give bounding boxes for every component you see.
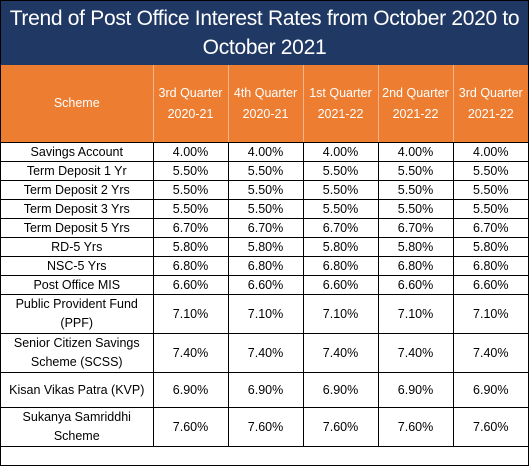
- rate-cell: 6.90%: [452, 372, 528, 408]
- rate-cell: 5.50%: [152, 161, 229, 181]
- rate-cell: 6.70%: [452, 218, 528, 238]
- rate-cell: 7.10%: [377, 294, 454, 334]
- rate-cell: 7.40%: [227, 333, 304, 373]
- rate-cell: 7.10%: [227, 294, 304, 334]
- rate-cell: 5.50%: [452, 199, 528, 219]
- rate-cell: 5.50%: [377, 199, 454, 219]
- rate-cell: 5.50%: [227, 161, 304, 181]
- rate-cell: 7.10%: [302, 294, 379, 334]
- table-row: Term Deposit 1 Yr 5.50% 5.50% 5.50% 5.50% 5.5…: [1, 161, 528, 181]
- scheme-name-cell: Term Deposit 2 Yrs: [1, 180, 154, 200]
- rate-cell: 6.60%: [227, 275, 304, 295]
- rate-cell: 6.80%: [227, 256, 304, 276]
- column-header-quarter: 3rd Quarter 2020-21: [153, 65, 229, 143]
- scheme-name-cell: RD-5 Yrs: [1, 237, 154, 257]
- column-header-quarter: 3rd Quarter 2021-22: [453, 65, 528, 143]
- column-header-quarter: 2nd Quarter 2021-22: [378, 65, 454, 143]
- table-row: Term Deposit 3 Yrs 5.50% 5.50% 5.50% 5.50% 5.…: [1, 199, 528, 219]
- rate-cell: 5.80%: [452, 237, 528, 257]
- scheme-name-cell: Sukanya Samriddhi Scheme: [1, 407, 154, 447]
- rate-cell: 5.50%: [377, 180, 454, 200]
- rate-cell: 4.00%: [302, 142, 379, 162]
- rate-cell: 4.00%: [227, 142, 304, 162]
- rate-cell: 5.50%: [227, 180, 304, 200]
- scheme-name-cell: Post Office MIS: [1, 275, 154, 295]
- rate-cell: 7.60%: [152, 407, 229, 447]
- rate-cell: 6.90%: [227, 372, 304, 408]
- rate-cell: 5.80%: [302, 237, 379, 257]
- rate-cell: 6.90%: [152, 372, 229, 408]
- rate-cell: 6.70%: [302, 218, 379, 238]
- rate-cell: 6.90%: [302, 372, 379, 408]
- scheme-name-cell: Kisan Vikas Patra (KVP): [1, 372, 154, 408]
- scheme-name-cell: NSC-5 Yrs: [1, 256, 154, 276]
- table-row: Post Office MIS 6.60% 6.60% 6.60% 6.60% 6.60%: [1, 275, 528, 295]
- rate-cell: 6.60%: [302, 275, 379, 295]
- rate-cell: 7.40%: [452, 333, 528, 373]
- rate-cell: 6.80%: [152, 256, 229, 276]
- rate-cell: 6.70%: [377, 218, 454, 238]
- table-row: NSC-5 Yrs 6.80% 6.80% 6.80% 6.80% 6.80%: [1, 256, 528, 276]
- rate-cell: 5.50%: [452, 180, 528, 200]
- rate-cell: 4.00%: [377, 142, 454, 162]
- rate-cell: 6.80%: [377, 256, 454, 276]
- scheme-name-cell: Term Deposit 5 Yrs: [1, 218, 154, 238]
- rate-cell: 6.80%: [302, 256, 379, 276]
- rate-cell: 4.00%: [452, 142, 528, 162]
- rate-cell: 7.40%: [152, 333, 229, 373]
- rate-cell: 5.50%: [452, 161, 528, 181]
- rate-cell: 7.60%: [377, 407, 454, 447]
- rate-cell: 6.70%: [227, 218, 304, 238]
- table-row: Public Provident Fund (PPF) 7.10% 7.10% 7.1…: [1, 294, 528, 334]
- rate-cell: 7.60%: [227, 407, 304, 447]
- rate-cell: 6.60%: [152, 275, 229, 295]
- rate-cell: 6.60%: [452, 275, 528, 295]
- column-header-quarter: 4th Quarter 2020-21: [228, 65, 304, 143]
- column-header-quarter: 1st Quarter 2021-22: [303, 65, 379, 143]
- rate-cell: 6.60%: [377, 275, 454, 295]
- rate-cell: 5.50%: [227, 199, 304, 219]
- table-row: Senior Citizen Savings Scheme (SCSS) 7.40…: [1, 333, 528, 373]
- rate-cell: 5.80%: [227, 237, 304, 257]
- rate-cell: 4.00%: [152, 142, 229, 162]
- table-row: RD-5 Yrs 5.80% 5.80% 5.80% 5.80% 5.80%: [1, 237, 528, 257]
- rate-cell: 6.70%: [152, 218, 229, 238]
- column-header-scheme: Scheme: [1, 65, 154, 143]
- table-row: Sukanya Samriddhi Scheme 7.60% 7.60% 7.60% 7…: [1, 407, 528, 447]
- scheme-name-cell: Term Deposit 1 Yr: [1, 161, 154, 181]
- table-body: Savings Account 4.00% 4.00% 4.00% 4.00% 4.00%…: [1, 142, 528, 447]
- rate-cell: 7.40%: [377, 333, 454, 373]
- rate-cell: 5.80%: [152, 237, 229, 257]
- rate-cell: 7.40%: [302, 333, 379, 373]
- scheme-name-cell: Term Deposit 3 Yrs: [1, 199, 154, 219]
- rate-cell: 7.10%: [452, 294, 528, 334]
- rate-cell: 5.50%: [302, 161, 379, 181]
- rate-cell: 5.80%: [377, 237, 454, 257]
- rate-cell: 5.50%: [302, 199, 379, 219]
- rate-cell: 7.10%: [152, 294, 229, 334]
- table-title: Trend of Post Office Interest Rates from…: [1, 1, 528, 65]
- rate-cell: 5.50%: [152, 199, 229, 219]
- rate-cell: 5.50%: [377, 161, 454, 181]
- table-row: Term Deposit 5 Yrs 6.70% 6.70% 6.70% 6.70% 6.…: [1, 218, 528, 238]
- table-row: Savings Account 4.00% 4.00% 4.00% 4.00% 4.00%: [1, 142, 528, 162]
- table-row: Term Deposit 2 Yrs 5.50% 5.50% 5.50% 5.50% 5.…: [1, 180, 528, 200]
- rate-cell: 6.80%: [452, 256, 528, 276]
- rate-cell: 7.60%: [452, 407, 528, 447]
- header-row: Scheme 3rd Quarter 2020-21 4th Quarter 2…: [1, 65, 528, 143]
- scheme-name-cell: Senior Citizen Savings Scheme (SCSS): [1, 333, 154, 373]
- rate-cell: 6.90%: [377, 372, 454, 408]
- scheme-name-cell: Savings Account: [1, 142, 154, 162]
- interest-rates-table: Scheme 3rd Quarter 2020-21 4th Quarter 2…: [1, 65, 528, 447]
- scheme-name-cell: Public Provident Fund (PPF): [1, 294, 154, 334]
- rate-cell: 7.60%: [302, 407, 379, 447]
- table-row: Kisan Vikas Patra (KVP) 6.90% 6.90% 6.90% 6.…: [1, 372, 528, 408]
- rate-cell: 5.50%: [302, 180, 379, 200]
- rate-cell: 5.50%: [152, 180, 229, 200]
